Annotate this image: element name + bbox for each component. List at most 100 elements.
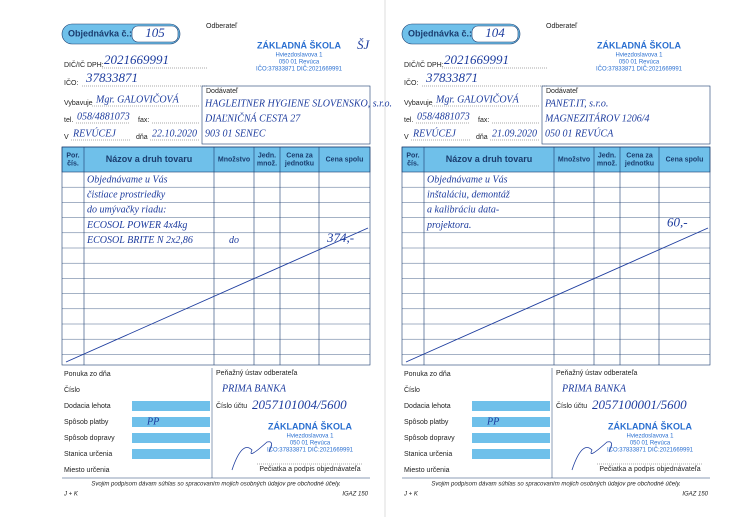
supplier-label: Dodávateľ (206, 88, 239, 95)
stamp-street: Hviezdoslavova 1 (286, 434, 334, 440)
stamp-name: ZÁKLADNÁ ŠKOLA (608, 420, 692, 431)
handled-by: Mgr. GALOVIČOVÁ (95, 93, 180, 105)
supplier-label: Dodávateľ (546, 88, 579, 95)
field-label: Stanica určenia (404, 451, 452, 458)
field-label: Miesto určenia (404, 467, 450, 474)
table-frame (401, 146, 711, 366)
company-id: 37833871 (85, 70, 138, 85)
column-header: čís. (67, 160, 79, 167)
field-fill (472, 433, 550, 443)
signature-label: Pečiatka a podpis objednávateľa (259, 466, 360, 473)
account-label: Číslo účtu (216, 401, 247, 410)
field-label: Ponuka zo dňa (64, 371, 111, 378)
column-header: množ. (597, 160, 617, 167)
account: 2057100001/5600 (592, 397, 687, 412)
payment: PP (486, 416, 499, 427)
handled-by: Mgr. GALOVIČOVÁ (435, 93, 520, 105)
item-total: 60,- (667, 215, 688, 230)
field-label: Spôsob dopravy (64, 435, 115, 442)
field-label: Spôsob dopravy (404, 435, 455, 442)
supplier-line: DIAĽNIČNÁ CESTA 27 (204, 112, 301, 124)
company-id-label: IČO: (404, 78, 418, 87)
strike-line (405, 227, 709, 363)
field-fill (132, 401, 210, 411)
code-left: J + K (63, 492, 79, 498)
column-header: Názov a druh tovaru (106, 154, 193, 164)
supplier-line: 050 01 REVÚCA (545, 127, 614, 139)
bank: PRIMA BANKA (561, 383, 627, 394)
customer-label: Odberateľ (546, 23, 578, 30)
supplier-line: MAGNEZITÁROV 1206/4 (544, 112, 650, 124)
order-number: 104 (485, 25, 505, 40)
item-name: inštaláciu, demontáž (427, 189, 511, 200)
field-fill (132, 433, 210, 443)
stamp-city: 050 01 Revúca (279, 60, 320, 66)
field-label: Stanica určenia (64, 451, 112, 458)
stamp-city: 050 01 Revúca (630, 441, 671, 447)
bank: PRIMA BANKA (221, 383, 287, 394)
item-name: projektora. (426, 220, 471, 231)
field-fill (472, 401, 550, 411)
field-label: Spôsob platby (64, 419, 109, 426)
column-header: množ. (257, 160, 277, 167)
item-name: Objednávame u Vás (87, 174, 168, 185)
order-label: Objednávka č.: (408, 28, 472, 38)
customer-label: Odberateľ (206, 23, 238, 30)
item-name: ECOSOL BRITE N 2x2,86 (86, 235, 193, 246)
column-header: Jedn. (258, 152, 276, 159)
field-label: Číslo (64, 385, 80, 394)
tel: 058/4881073 (77, 111, 130, 122)
item-quantity: do (229, 235, 239, 246)
strike-line (65, 227, 369, 363)
supplier-line: 903 01 SENEC (205, 128, 266, 139)
vat-label: DIČ/IČ DPH: (64, 60, 104, 69)
stamp-ids: IČO:37833871 DIČ:2021669991 (607, 447, 694, 454)
column-header: Por. (66, 152, 79, 159)
bank-label: Peňažný ústav odberateľa (216, 370, 298, 377)
date-label: dňa (136, 134, 148, 141)
consent: Svojim podpisom dávam súhlas so spracova… (431, 482, 680, 488)
tel: 058/4881073 (417, 111, 470, 122)
account-label: Číslo účtu (556, 401, 587, 410)
supplier-line: HAGLEITNER HYGIENE SLOVENSKO, s.r.o. (204, 98, 392, 109)
item-name: ECOSOL POWER 4x4kg (86, 220, 187, 231)
field-fill (132, 449, 210, 459)
field-label: Dodacia lehota (404, 403, 451, 410)
company-id-label: IČO: (64, 78, 78, 87)
field-fill (132, 417, 210, 427)
supplier-line: PANET.IT, s.r.o. (544, 98, 608, 109)
field-fill (472, 449, 550, 459)
stamp-street: Hviezdoslavova 1 (615, 53, 663, 59)
vat-label: DIČ/IČ DPH: (404, 60, 444, 69)
supplier-box (201, 85, 371, 145)
order-number-box (471, 25, 519, 43)
account: 2057101004/5600 (252, 397, 347, 412)
date: 22.10.2020 (152, 128, 197, 139)
handled-by-label: Vybavuje (64, 100, 93, 107)
table-header (61, 146, 371, 173)
stamp-name: ZÁKLADNÁ ŠKOLA (257, 39, 341, 50)
signature (571, 441, 612, 471)
company-id: 37833871 (425, 70, 478, 85)
field-label: Číslo (404, 385, 420, 394)
handled-by-label: Vybavuje (404, 100, 433, 107)
table-frame (61, 146, 371, 366)
item-name: a kalibráciu data- (427, 205, 499, 216)
code-left: J + K (403, 492, 419, 498)
place: REVÚCEJ (72, 127, 116, 139)
stamp-ids: IČO:37833871 DIČ:2021669991 (267, 447, 354, 454)
order-number-box (131, 25, 179, 43)
order-number: 105 (145, 25, 165, 40)
field-label: Dodacia lehota (64, 403, 111, 410)
signature (231, 441, 272, 471)
column-header: Cena za (286, 152, 313, 159)
column-header: Jedn. (598, 152, 616, 159)
bank-label: Peňažný ústav odberateľa (556, 370, 638, 377)
vat-id: 2021669991 (444, 52, 509, 67)
stamp-street: Hviezdoslavova 1 (275, 53, 323, 59)
order-label: Objednávka č.: (68, 28, 132, 38)
stamp-ids: IČO:37833871 DIČ:2021669991 (596, 66, 683, 73)
item-total: 374,- (326, 230, 354, 245)
stamp-note: ŠJ (357, 37, 371, 52)
stamp-city: 050 01 Revúca (619, 60, 660, 66)
